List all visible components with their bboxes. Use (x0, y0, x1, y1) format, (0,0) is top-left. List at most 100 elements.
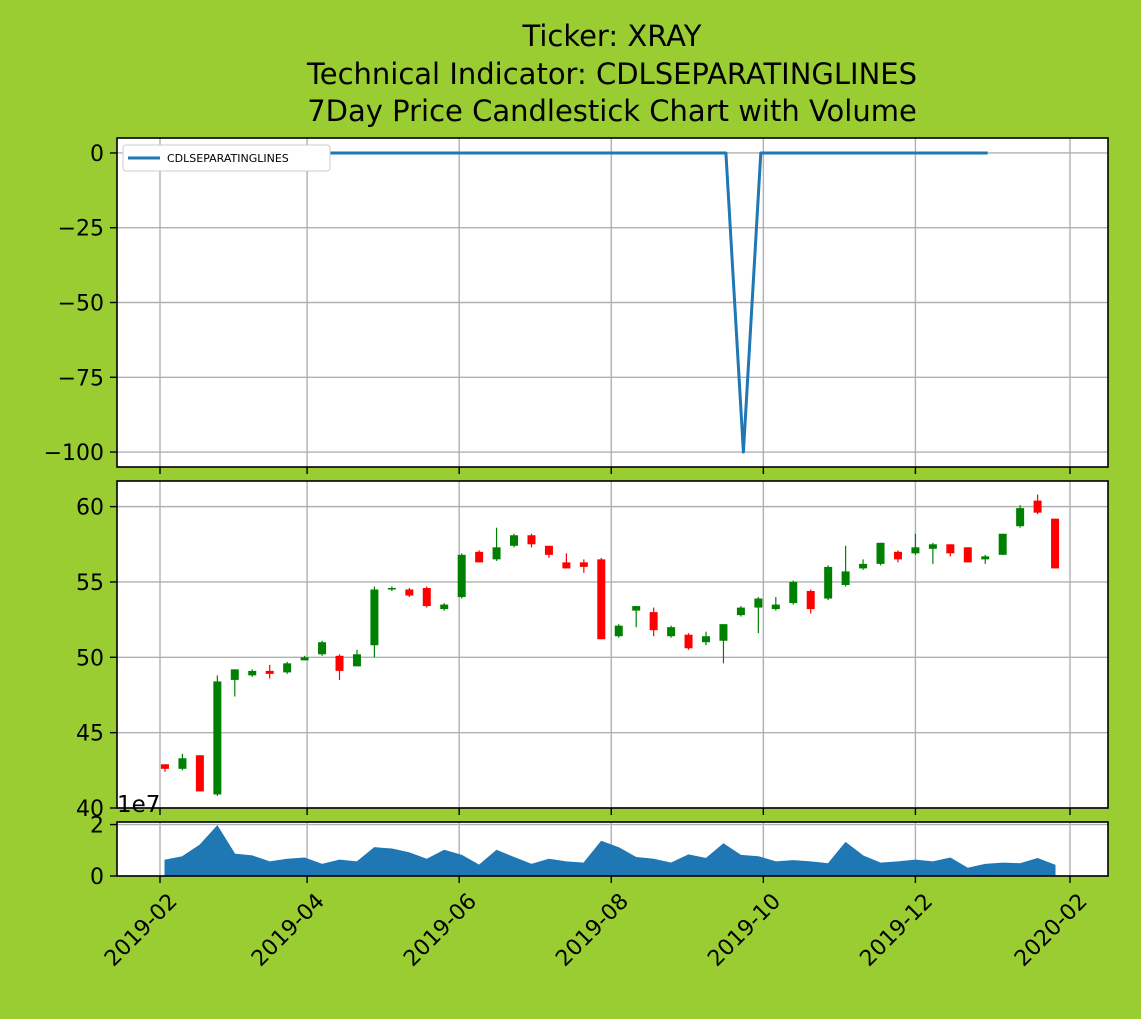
candle (544, 545, 553, 558)
candle (579, 559, 588, 573)
candle (649, 607, 658, 637)
candle (998, 533, 1007, 555)
candle-body (911, 547, 920, 554)
candle (771, 597, 780, 611)
candle-body (352, 654, 361, 667)
candle-body (492, 547, 501, 560)
candle (911, 533, 920, 555)
candle (1051, 518, 1060, 569)
candle (352, 649, 361, 667)
candle-body (841, 571, 850, 585)
candle (806, 589, 815, 614)
candle-body (859, 563, 868, 569)
candle-body (195, 755, 204, 792)
candle (283, 661, 292, 674)
volume-axes-frame (116, 821, 1109, 877)
candle (440, 603, 449, 611)
candle (963, 547, 972, 563)
candle-body (824, 566, 833, 599)
candle (824, 565, 833, 601)
candle-body (318, 642, 327, 655)
candle (510, 533, 519, 548)
candle-body (754, 598, 763, 608)
price-axes-background (117, 481, 1108, 808)
candle-body (876, 542, 885, 564)
volume-area (164, 825, 1056, 877)
y-tick-label: 40 (76, 797, 104, 822)
candle-body (981, 556, 990, 560)
candle-body (335, 655, 344, 671)
candle (719, 624, 728, 664)
candle (859, 559, 868, 570)
candle (614, 624, 623, 638)
candle-body (544, 545, 553, 555)
y-tick-label: 50 (76, 646, 104, 671)
candle-body (614, 625, 623, 637)
candle-body (928, 544, 937, 549)
price-y-ticks: 40 45 50 55 60 (76, 496, 117, 822)
candle-body (771, 604, 780, 610)
candle-body (736, 607, 745, 616)
y-tick-label: 0 (90, 142, 104, 167)
candle-body (300, 657, 309, 661)
title-line-2: Technical Indicator: CDLSEPARATINGLINES (306, 57, 917, 91)
figure-title: Ticker: XRAY Technical Indicator: CDLSEP… (306, 19, 917, 128)
candle-body (230, 669, 239, 680)
y-tick-label: −50 (58, 292, 104, 317)
volume-series (164, 825, 1056, 877)
candle-body (178, 758, 187, 769)
legend-label: CDLSEPARATINGLINES (167, 152, 289, 165)
volume-y-ticks: 02 (90, 814, 117, 890)
candle (248, 669, 257, 677)
price-panel: 40 45 50 55 60 (76, 480, 1109, 822)
candle-body (667, 627, 676, 637)
candle (405, 587, 414, 598)
indicator-axes-frame (116, 137, 1109, 468)
candle-body (684, 634, 693, 649)
candle (335, 654, 344, 680)
candle-body (475, 551, 484, 563)
candle (1016, 505, 1025, 528)
candle (457, 553, 466, 599)
price-axes-frame (116, 480, 1109, 809)
candle-body (702, 636, 710, 643)
indicator-series (150, 151, 988, 454)
candle-body (422, 587, 431, 607)
y-tick-label: −75 (58, 366, 104, 391)
candle-body (440, 604, 449, 610)
candle (422, 586, 431, 608)
y-tick-label: 2 (90, 814, 104, 839)
candle-body (789, 581, 798, 604)
legend-box (122, 144, 331, 172)
candle (213, 675, 222, 796)
volume-panel: 02 1e7 (90, 792, 1109, 890)
indicator-x-tick-marks (159, 467, 1071, 474)
candle-body (579, 562, 588, 567)
title-line-3: 7Day Price Candlestick Chart with Volume (307, 94, 917, 128)
candle (492, 527, 501, 561)
candle-body (597, 559, 606, 640)
candle (876, 542, 885, 566)
candle (841, 545, 850, 587)
indicator-y-ticks: 0 −25 −50 −75 −100 (44, 142, 117, 466)
candle-body (998, 533, 1007, 555)
candle (387, 586, 396, 592)
y-tick-label: −100 (44, 441, 104, 466)
indicator-legend[interactable]: CDLSEPARATINGLINES (122, 144, 331, 172)
price-x-tick-marks (159, 808, 1071, 815)
indicator-line (150, 151, 988, 454)
candle (370, 586, 379, 658)
candle-body (283, 663, 292, 673)
candle (928, 542, 937, 564)
y-tick-label: 55 (76, 571, 104, 596)
candle (562, 553, 571, 569)
candle (736, 606, 745, 617)
title-line-1: Ticker: XRAY (522, 19, 702, 53)
candle-body (649, 612, 658, 631)
candle (597, 557, 606, 640)
candle-body (946, 544, 955, 554)
candle-body (510, 535, 519, 546)
candle (318, 640, 327, 656)
y-tick-label: 0 (90, 865, 104, 890)
